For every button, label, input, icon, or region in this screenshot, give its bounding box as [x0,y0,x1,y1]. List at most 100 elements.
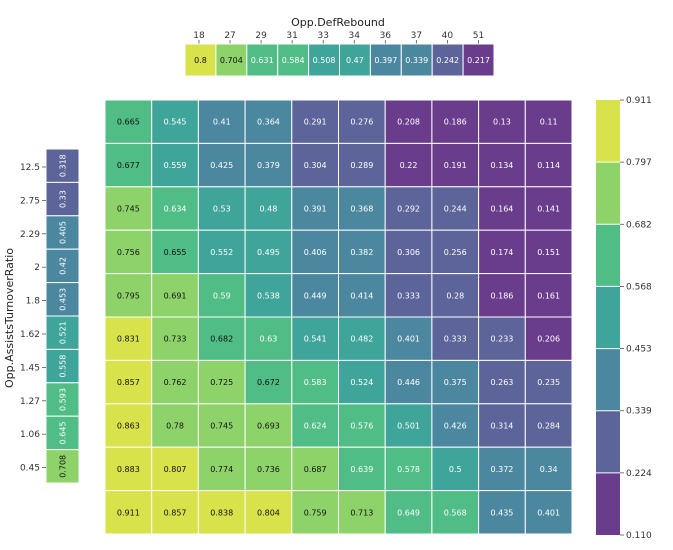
left-marginal-value: 0.453 [59,288,68,311]
heatmap-cell [197,446,246,492]
heatmap-cell [338,273,386,318]
heatmap-cell [338,316,386,361]
cell-value-label: 0.391 [304,205,327,214]
heatmap-cell [104,446,153,492]
heatmap-cell [291,316,339,361]
heatmap-cell [104,359,153,405]
cell-value-label: 0.682 [210,335,233,344]
y-tick-label: 2 [34,263,40,273]
heatmap-cell [478,99,526,144]
cell-value-label: 0.863 [117,422,140,431]
cell-value-label: 0.333 [397,291,420,300]
cell-value-label: 0.762 [164,378,187,387]
heatmap-cell [244,273,293,318]
x-tick-label: 33 [317,31,328,41]
cell-value-label: 0.244 [444,205,467,214]
heatmap-cell [384,359,433,405]
cell-value-label: 0.576 [350,422,373,431]
cell-value-label: 0.304 [304,161,327,170]
heatmap-cell [338,142,386,188]
x-tick-label: 31 [286,31,297,41]
cell-value-label: 0.233 [490,335,513,344]
cell-value-label: 0.804 [257,508,280,517]
cell-value-label: 0.401 [537,508,560,517]
cell-value-label: 0.426 [444,422,467,431]
cell-value-label: 0.186 [490,291,513,300]
heatmap-cell [244,490,293,535]
cell-value-label: 0.235 [537,378,560,387]
left-marginal-cell [45,282,80,317]
cell-value-label: 0.5 [449,465,462,474]
top-marginal-cell [277,43,310,77]
y-tick-labels: 12.5 2.75 2.29 2 1.8 1.62 1.45 1.27 1.06 0.45 [20,163,46,474]
cell-value-label: 0.48 [260,205,278,214]
heatmap-cell [291,273,339,318]
heatmap-cell [244,316,293,361]
left-marginal-value: 0.318 [59,154,68,177]
cell-value-label: 0.691 [164,291,187,300]
heatmap-cell [104,273,153,318]
cell-value-label: 0.372 [490,465,513,474]
top-marginal-cell [308,43,341,77]
heatmap-cell [524,142,573,188]
cell-value-label: 0.174 [490,248,513,257]
cell-value-label: 0.655 [164,248,187,257]
heatmap-cell [431,316,480,361]
cell-value-label: 0.857 [164,508,187,517]
left-marginal-strip: 0.318 0.33 0.405 0.42 0.453 0.521 0.558 0.593 0.… [45,148,80,484]
heatmap-cell [104,142,153,188]
left-marginal-cell [45,449,80,484]
cell-value-label: 0.306 [397,248,420,257]
cell-value-label: 0.524 [350,378,373,387]
top-marginal-cell [400,43,433,77]
cell-value-label: 0.559 [164,161,187,170]
cell-value-label: 0.733 [164,335,187,344]
x-tick-label: 36 [380,31,392,41]
colorbar-segment [596,348,620,411]
cell-value-label: 0.333 [444,335,467,344]
heatmap-cell [197,490,246,535]
colorbar-tick-label: 0.797 [626,158,652,168]
cell-value-label: 0.495 [257,248,280,257]
y-tick-label: 1.45 [20,363,40,373]
top-marginal-cell [246,43,279,77]
cell-value-label: 0.13 [493,118,511,127]
cell-value-label: 0.693 [257,422,280,431]
left-marginal-cell [45,248,80,284]
x-tick-label: 37 [411,31,422,41]
y-tick-label: 0.45 [20,464,40,474]
cell-value-label: 0.375 [444,378,467,387]
cell-value-label: 0.687 [304,465,327,474]
heatmap-cell [338,229,386,275]
heatmap-cell [291,446,339,492]
top-marginal-value: 0.397 [374,56,397,65]
cell-value-label: 0.838 [210,508,233,517]
cell-value-label: 0.857 [117,378,140,387]
cell-value-label: 0.435 [490,508,513,517]
heatmap-cell [291,490,339,535]
heatmap-cell [104,403,153,448]
cell-value-label: 0.134 [490,161,513,170]
y-tick-label: 1.62 [20,330,40,340]
x-tick-label: 40 [442,31,454,41]
heatmap-cell [384,229,433,275]
heatmap-cell [197,273,246,318]
heatmap-cell [478,186,526,231]
cell-value-label: 0.482 [350,335,373,344]
heatmap-cell [524,186,573,231]
cell-value-label: 0.314 [490,422,513,431]
colorbar-tick-label: 0.224 [626,469,652,479]
heatmap-cell [478,316,526,361]
cell-value-label: 0.677 [117,161,140,170]
cell-value-label: 0.759 [304,508,327,517]
heatmap-cell [431,490,480,535]
y-tick-label: 12.5 [20,163,40,173]
cell-value-label: 0.449 [304,291,327,300]
heatmap-cell [197,403,246,448]
colorbar-tick-label: 0.339 [626,407,652,417]
heatmap-cell [244,142,293,188]
colorbar-tick-label: 0.453 [626,345,652,355]
cell-value-label: 0.141 [537,205,560,214]
top-marginal-cell [339,43,371,77]
cell-value-label: 0.538 [257,291,280,300]
